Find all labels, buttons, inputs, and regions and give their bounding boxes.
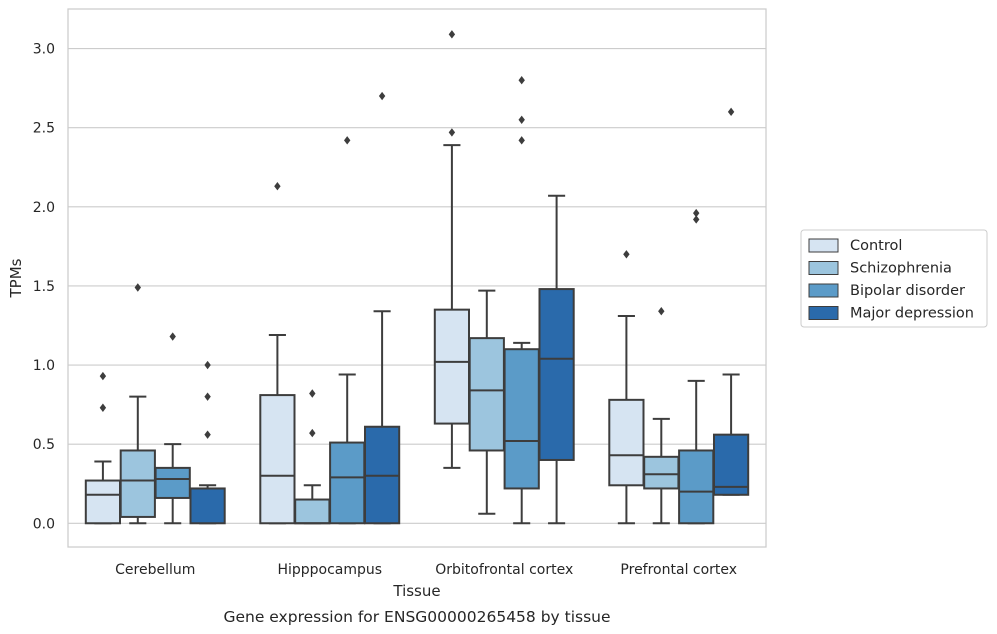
y-tick-labels: 0.0 0.5 1.0 1.5 2.0 2.5 3.0 <box>33 42 55 533</box>
legend-swatch <box>808 283 839 298</box>
outlier-point <box>448 30 456 39</box>
outlier-point <box>693 215 700 224</box>
outlier-point <box>344 136 351 145</box>
outlier-point <box>693 208 700 218</box>
outlier-point <box>99 403 107 412</box>
outlier-point <box>309 389 316 398</box>
outlier-point <box>378 91 386 101</box>
box-body <box>259 394 296 525</box>
box-3-2 <box>678 208 715 525</box>
box-1-0 <box>259 182 296 525</box>
outlier-point <box>658 307 665 316</box>
box-2-0 <box>433 30 471 469</box>
legend-label: Schizophrenia <box>850 261 952 277</box>
grid-lines <box>68 48 766 524</box>
x-tick-label: Prefrontal cortex <box>620 562 737 578</box>
outlier-point <box>448 128 456 137</box>
box-1-2 <box>329 136 366 525</box>
x-axis-label: Tissue <box>392 582 440 600</box>
box-body <box>678 449 715 525</box>
box-0-3 <box>189 360 226 525</box>
outlier-point <box>727 107 735 117</box>
box-body <box>643 455 680 490</box>
y-tick-label: 2.0 <box>33 200 55 216</box>
y-axis-label: TPMs <box>7 258 25 298</box>
box-body <box>84 479 122 525</box>
legend-frame <box>800 229 988 328</box>
x-tick-label: Orbitofrontal cortex <box>435 562 573 578</box>
y-tick-label: 3.0 <box>33 42 55 58</box>
box-1-1 <box>294 389 331 525</box>
x-tick-label: Hipppocampus <box>277 562 382 578</box>
outlier-point <box>169 332 176 341</box>
plot-frame <box>67 8 767 548</box>
box-body <box>154 466 191 499</box>
outlier-point <box>518 136 525 145</box>
box-3-1 <box>643 307 680 525</box>
x-tick-labels: Cerebellum Hipppocampus Orbitofrontal cort… <box>115 562 737 578</box>
y-tick-label: 2.5 <box>33 121 55 137</box>
outlier-point <box>518 76 525 85</box>
outlier-point <box>274 182 281 191</box>
box-body <box>538 288 575 461</box>
box-body <box>608 398 645 487</box>
box-3-0 <box>608 250 645 525</box>
box-2-1 <box>468 289 505 515</box>
box-body <box>189 487 226 525</box>
box-1-3 <box>363 91 401 525</box>
legend-swatch <box>808 261 839 275</box>
legend-swatch <box>808 238 839 253</box>
outlier-point <box>204 392 211 401</box>
box-body <box>294 498 331 525</box>
box-body <box>119 449 156 518</box>
y-tick-label: 0.0 <box>33 516 55 532</box>
legend: Control Schizophrenia Bipolar disorder Majo… <box>800 229 988 328</box>
outlier-point <box>134 283 141 292</box>
box-3-3 <box>712 107 750 496</box>
outlier-point <box>204 360 211 370</box>
chart-caption: Gene expression for ENSG00000265458 by t… <box>223 608 610 626</box>
box-0-2 <box>154 332 191 525</box>
box-body <box>503 348 540 490</box>
box-0-1 <box>119 283 156 525</box>
y-tick-label: 1.0 <box>33 358 55 374</box>
outlier-point <box>99 371 107 381</box>
y-tick-label: 0.5 <box>33 437 55 453</box>
legend-label: Bipolar disorder <box>850 283 965 299</box>
legend-swatch <box>808 306 839 320</box>
box-body <box>433 308 471 425</box>
y-tick-label: 1.5 <box>33 279 55 295</box>
box-body <box>712 433 750 496</box>
legend-label: Major depression <box>850 306 974 322</box>
box-2-2 <box>503 76 540 525</box>
box-2-3 <box>538 194 575 525</box>
outlier-point <box>204 430 211 439</box>
box-groups <box>84 30 750 525</box>
x-tick-label: Cerebellum <box>115 562 195 578</box>
outlier-point <box>309 428 316 438</box>
outlier-point <box>623 250 630 259</box>
box-body <box>329 441 366 525</box>
legend-label: Control <box>850 238 902 254</box>
box-body <box>468 337 505 452</box>
outlier-point <box>518 115 525 124</box>
